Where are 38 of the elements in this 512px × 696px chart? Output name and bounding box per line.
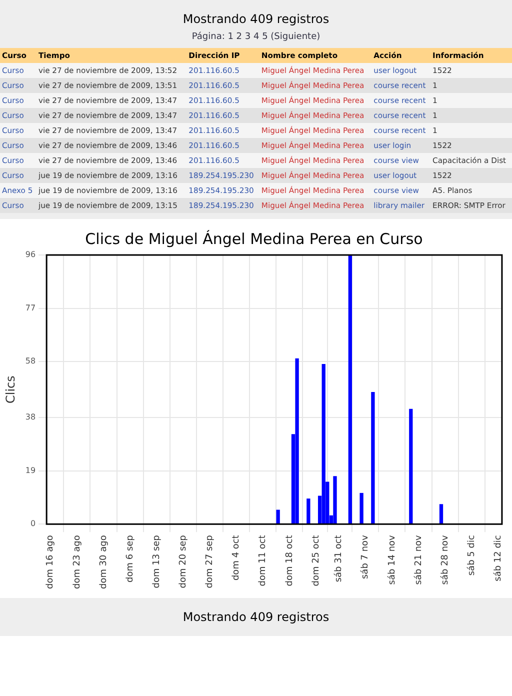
bar (439, 504, 444, 524)
x-tick-label: dom 25 oct (311, 534, 322, 586)
bar (295, 358, 299, 524)
text: Página: 1 2 3 4 5 (Siguiente) (190, 32, 322, 42)
bar (322, 364, 326, 524)
text: Mostrando 409 registros (182, 610, 330, 624)
y-tick-label: 19 (25, 466, 36, 475)
y-tick-label: 58 (25, 356, 36, 366)
x-tick-label: sáb 7 nov (360, 534, 371, 580)
x-tick-label: sáb 31 oct (333, 534, 344, 582)
y-axis-title: Clics (3, 376, 18, 404)
bar (360, 492, 364, 524)
x-tick-label: dom 27 sep (205, 534, 216, 588)
x-tick-label: dom 16 ago (46, 534, 56, 590)
x-tick-label: sáb 14 nov (386, 534, 398, 585)
bar (306, 498, 310, 524)
x-tick-label: dom 23 ago (72, 534, 82, 590)
x-tick-label: sáb 5 dic (466, 535, 477, 576)
x-tick-label: dom 6 sep (125, 534, 136, 582)
x-tick-label: dom 13 sep (152, 534, 162, 588)
text: Mostrando 409 registros (182, 12, 330, 26)
bar (333, 476, 337, 524)
bar (371, 392, 375, 524)
bar (276, 510, 280, 524)
x-tick-label: sáb 21 nov (412, 534, 424, 585)
y-tick-label: 77 (25, 303, 36, 312)
y-tick-label: 0 (30, 519, 36, 528)
bar (409, 408, 413, 524)
x-tick-label: sáb 12 dic (492, 535, 504, 582)
x-tick-label: sáb 28 nov (439, 534, 450, 585)
x-tick-label: dom 30 ago (98, 534, 109, 590)
x-tick-label: dom 4 oct (232, 534, 242, 581)
chart-title: Clics de Miguel Ángel Medina Perea en Curso (85, 230, 423, 248)
y-tick-label: 96 (25, 250, 36, 260)
x-tick-label: dom 11 oct (258, 534, 268, 586)
y-tick-label: 38 (25, 412, 36, 422)
x-tick-label: dom 20 sep (178, 534, 189, 588)
x-tick-label: dom 18 oct (284, 534, 295, 586)
